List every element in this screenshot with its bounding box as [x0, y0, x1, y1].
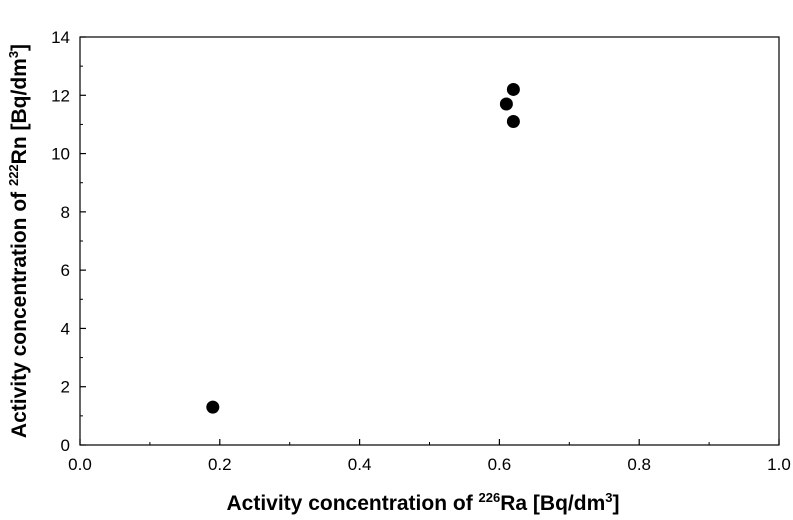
- y-tick-label: 0: [61, 436, 70, 455]
- data-point: [506, 82, 520, 96]
- x-tick-label: 0.6: [488, 455, 512, 474]
- x-tick-label: 0.0: [68, 455, 92, 474]
- data-point: [506, 115, 520, 129]
- y-tick-label: 8: [61, 203, 70, 222]
- y-axis-title-mass: 222: [6, 164, 21, 186]
- y-tick-label: 12: [51, 86, 70, 105]
- axis-ticks: [79, 36, 780, 446]
- data-point: [499, 97, 513, 111]
- y-axis-title-unit-close: ]: [8, 44, 31, 51]
- y-tick-labels: 0 2 4 6 8 10 12 14: [51, 28, 70, 455]
- data-points: [206, 82, 520, 414]
- y-tick-label: 14: [51, 28, 70, 47]
- x-axis-title-isotope: Ra: [500, 492, 527, 515]
- y-axis-title-isotope: Rn: [8, 136, 31, 164]
- x-axis-title-unit-close: ]: [612, 492, 619, 515]
- x-tick-labels: 0.0 0.2 0.4 0.6 0.8 1.0: [68, 455, 791, 474]
- plot-area: [79, 36, 780, 446]
- x-tick-label: 1.0: [767, 455, 791, 474]
- y-axis-title: Activity concentration of 222Rn [Bq/dm3]: [6, 44, 31, 438]
- y-axis-title-unit-exp: 3: [6, 51, 21, 58]
- data-point: [206, 400, 220, 414]
- x-tick-label: 0.4: [348, 455, 372, 474]
- y-tick-label: 4: [61, 319, 70, 338]
- y-tick-label: 2: [61, 378, 70, 397]
- y-tick-label: 6: [61, 261, 70, 280]
- x-axis-title: Activity concentration of 226Ra [Bq/dm3]: [227, 490, 620, 515]
- y-axis-title-prefix: Activity concentration of: [8, 186, 31, 438]
- x-axis-title-mass: 226: [479, 490, 501, 505]
- x-axis-title-unit: [Bq/dm: [527, 492, 605, 515]
- x-axis-title-unit-exp: 3: [605, 490, 612, 505]
- y-tick-label: 10: [51, 145, 70, 164]
- x-tick-label: 0.2: [208, 455, 232, 474]
- x-axis-title-prefix: Activity concentration of: [227, 492, 479, 515]
- y-axis-title-unit: [Bq/dm: [8, 58, 31, 136]
- x-tick-label: 0.8: [627, 455, 651, 474]
